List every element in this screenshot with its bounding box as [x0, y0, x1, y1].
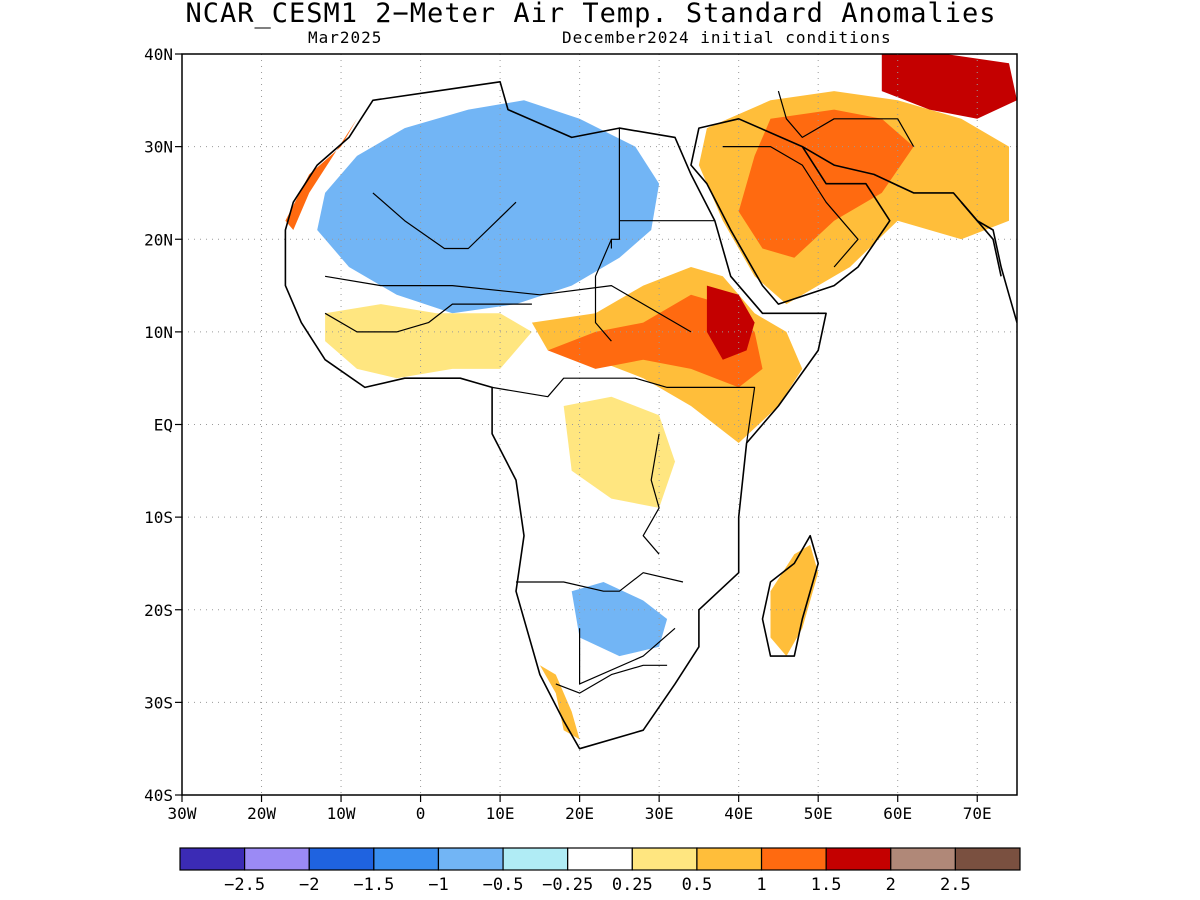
- border-angola-zambia: [516, 572, 684, 592]
- lon-tick-label: 20E: [565, 804, 594, 823]
- border-arabia-interior: [722, 146, 859, 268]
- border-chad-sudan: [594, 239, 612, 342]
- colorbar-label: −0.5: [483, 875, 524, 895]
- anomaly-region-iran-hot: [881, 54, 1017, 119]
- india-coastline: [960, 201, 1017, 323]
- lon-tick-label: 50E: [804, 804, 833, 823]
- lat-tick-label: 40S: [144, 786, 173, 805]
- colorbar-swatch: [502, 847, 569, 871]
- anomaly-region-sahara-cold-outer: [317, 100, 660, 314]
- border-west-africa: [324, 303, 532, 333]
- iran-coastline: [801, 145, 1002, 277]
- colorbar-label: −0.25: [542, 875, 593, 895]
- colorbar-swatch: [567, 847, 633, 871]
- lat-tick-label: 30S: [144, 693, 173, 712]
- lon-tick-label: 70E: [963, 804, 992, 823]
- lon-tick-label: 40E: [724, 804, 753, 823]
- lon-tick-label: 10E: [486, 804, 515, 823]
- lat-tick-label: 10N: [144, 323, 173, 342]
- anomaly-region-south-africa-cold: [571, 582, 668, 657]
- border-sahara-south: [325, 275, 692, 333]
- colorbar-swatch: [373, 847, 440, 871]
- lat-tick-label: 30N: [144, 138, 173, 157]
- colorbar-label: 1: [756, 875, 766, 895]
- coastlines-layer: [284, 81, 1017, 750]
- anomaly-region-south-coast-warm: [539, 665, 580, 740]
- lat-tick-label: 20N: [144, 230, 173, 249]
- lon-tick-label: 10W: [327, 804, 356, 823]
- colorbar-label: 0.25: [612, 875, 653, 895]
- colorbar-swatch: [179, 847, 246, 871]
- colorbar: −2.5 −2 −1.5 −1 −0.5 −0.25 0.25 0.5 1 1.5 2 2.5: [179, 847, 1021, 895]
- border-ethiopia-kenya: [691, 386, 756, 444]
- border-southern-africa: [555, 664, 668, 694]
- border-equator-band: [492, 377, 691, 398]
- colorbar-swatch: [825, 847, 892, 871]
- country-borders-layer: [324, 90, 915, 694]
- colorbar-label: −2: [299, 875, 319, 895]
- border-algeria-mali: [372, 192, 517, 250]
- lon-tick-label: 0: [416, 804, 426, 823]
- lon-tick-label: 30E: [645, 804, 674, 823]
- colorbar-label: −2.5: [224, 875, 265, 895]
- colorbar-label: 1.5: [811, 875, 842, 895]
- anomaly-region-gulf-of-guinea-warm: [325, 304, 532, 379]
- colorbar-swatch: [631, 847, 698, 871]
- lon-tick-label: 20W: [247, 804, 276, 823]
- colorbar-swatch: [760, 847, 827, 871]
- lon-tick-label: 30W: [168, 804, 197, 823]
- madagascar-coastline: [761, 534, 820, 657]
- africa-coastline: [284, 81, 827, 750]
- lat-tick-label: 10S: [144, 508, 173, 527]
- colorbar-swatch: [890, 847, 956, 871]
- colorbar-swatch: [696, 847, 763, 871]
- colorbar-label: −1.5: [353, 875, 394, 895]
- colorbar-label: −1: [428, 875, 448, 895]
- border-congo-east: [642, 433, 660, 555]
- lon-tick-label: 60E: [883, 804, 912, 823]
- colorbar-swatch: [308, 847, 375, 871]
- border-namibia-botswana: [578, 627, 676, 685]
- colorbar-swatch: [437, 847, 504, 871]
- map-title: NCAR_CESM1 2−Meter Air Temp. Standard An…: [185, 0, 997, 29]
- initial-conditions-label: December2024 initial conditions: [562, 28, 892, 47]
- colorbar-label: 2: [886, 875, 896, 895]
- colorbar-label: 2.5: [940, 875, 971, 895]
- lat-tick-label: EQ: [154, 416, 173, 435]
- anomaly-region-central-africa-warm: [563, 396, 675, 508]
- colorbar-swatch: [244, 847, 310, 871]
- colorbar-label: 0.5: [682, 875, 713, 895]
- arabia-coastline: [690, 118, 891, 305]
- border-libya-egypt: [610, 128, 621, 249]
- lat-tick-label: 20S: [144, 601, 173, 620]
- lat-tick-label: 40N: [144, 45, 173, 64]
- border-iran-iraq: [777, 90, 915, 147]
- colorbar-swatch: [954, 847, 1021, 871]
- anomaly-region-ethiopia-hot: [706, 285, 755, 360]
- forecast-month: Mar2025: [308, 28, 383, 47]
